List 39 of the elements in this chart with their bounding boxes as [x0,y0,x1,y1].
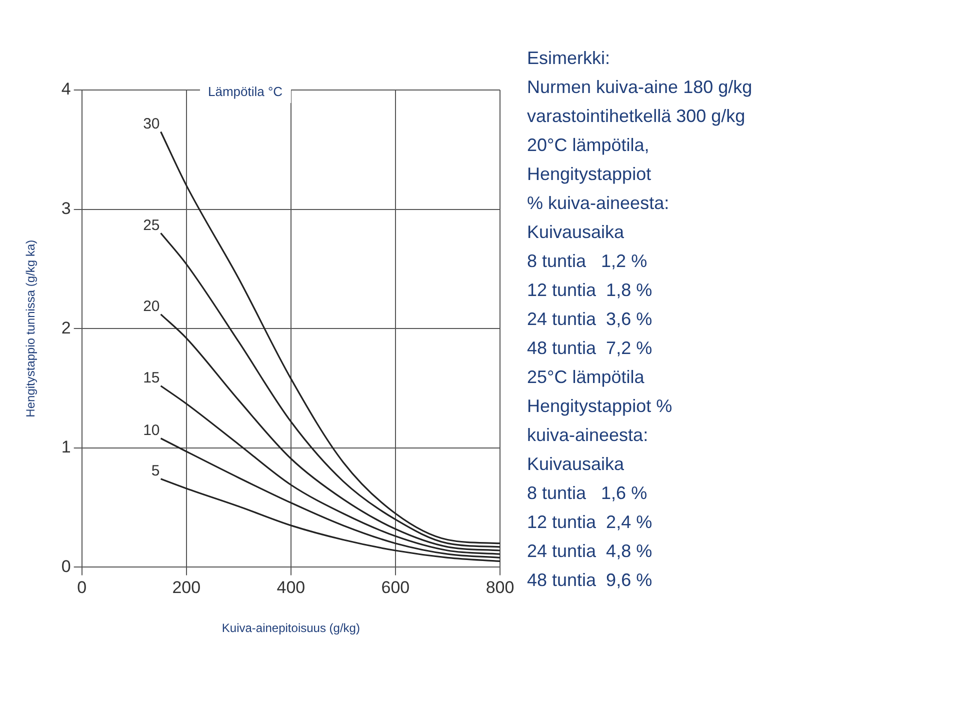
series-label: 30 [143,115,160,132]
series-label: 20 [143,298,160,315]
text: Esimerkki: [527,47,612,70]
text: varastointihetkellä 300 g/kg [527,105,746,128]
x-axis-title: Kuiva-ainepitoisuus (g/kg) [222,621,360,636]
text: % kuiva-aineesta: [527,192,670,215]
text: 8 tuntia 1,6 % [527,482,648,505]
text: 8 tuntia 1,2 % [527,250,648,273]
text: Kuivausaika [527,453,626,476]
text: 12 tuntia 1,8 % [527,279,654,302]
text: 24 tuntia 3,6 % [527,308,654,331]
y-tick-label: 1 [61,438,71,457]
y-tick-label: 0 [61,556,71,576]
y-tick-label: 4 [61,80,71,99]
text: 20°C lämpötila, [527,134,650,157]
text: 12 tuntia 2,4 % [527,511,654,534]
x-tick-label: 600 [381,578,410,598]
text: kuiva-aineesta: [527,424,650,447]
x-tick-label: 400 [276,578,306,598]
y-axis-title: Hengitystappio tunnissa (g/kg ka) [24,240,38,418]
text: 48 tuntia 7,2 % [527,337,654,360]
series-label: 15 [143,370,160,387]
text: Hengitystappiot % [527,395,674,418]
text: Nurmen kuiva-aine 180 g/kg [527,76,752,99]
y-tick-label: 3 [61,198,71,218]
text: 24 tuntia 4,8 % [527,540,654,563]
series-label: 10 [143,422,160,439]
text: Kuivausaika [527,221,626,244]
series-label: 25 [143,216,160,234]
x-tick-label: 200 [172,578,201,598]
text: 48 tuntia 9,6 % [527,569,654,592]
line-series [160,130,500,544]
legend-title: Lämpötila °C [200,80,291,103]
series-label: 5 [151,462,160,480]
x-tick-label: 800 [486,578,514,598]
y-tick-label: 2 [61,318,71,338]
x-tick-label: 0 [77,578,87,598]
text: Hengitystappiot [527,163,652,186]
text: 25°C lämpötila [527,366,646,389]
